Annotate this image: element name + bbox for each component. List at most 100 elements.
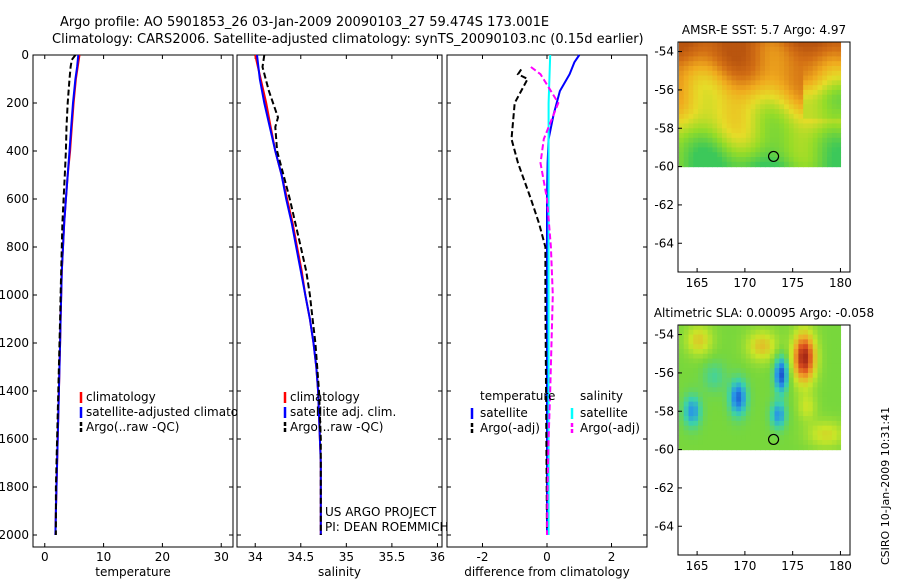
heatmap-cell <box>764 70 771 77</box>
heatmap-cell <box>698 61 704 67</box>
heatmap-cell <box>822 104 828 110</box>
heatmap-cell <box>741 425 747 432</box>
heatmap-cell <box>688 61 694 67</box>
heatmap-cell <box>702 372 709 379</box>
heatmap-cell <box>726 152 733 158</box>
heatmap-cell <box>779 99 785 105</box>
heatmap-cell <box>779 85 785 91</box>
heatmap-cell <box>817 420 823 427</box>
heatmap-cell <box>702 99 709 105</box>
heatmap-cell <box>683 109 690 115</box>
heatmap-cell <box>784 353 790 360</box>
heatmap-cell <box>807 440 814 446</box>
heatmap-cell <box>683 396 690 403</box>
heatmap-cell <box>731 118 737 125</box>
heatmap-cell <box>693 104 699 110</box>
heatmap-cell <box>827 392 833 398</box>
heatmap-cell <box>731 420 737 427</box>
heatmap-cell <box>741 387 747 393</box>
heatmap-cell <box>750 147 756 153</box>
heatmap-cell <box>750 133 756 139</box>
heatmap-cell <box>755 75 761 81</box>
heatmap-cell <box>755 42 761 48</box>
heatmap-cell <box>745 396 752 403</box>
heatmap-cell <box>760 377 766 384</box>
heatmap-cell <box>721 142 728 149</box>
figure-title-line1: Argo profile: AO 5901853_26 03-Jan-2009 … <box>60 15 549 30</box>
heatmap-cell <box>774 348 780 355</box>
heatmap-cell <box>741 89 747 96</box>
legend-label: climatology <box>86 390 156 404</box>
heatmap-cell <box>788 334 795 340</box>
heatmap-cell <box>750 325 756 331</box>
heatmap-cell <box>698 137 704 144</box>
heatmap-cell <box>693 161 699 168</box>
heatmap-cell <box>803 406 809 412</box>
lon-tick-label: 170 <box>733 276 756 290</box>
heatmap-cell <box>803 42 809 48</box>
heatmap-cell <box>788 128 795 134</box>
heatmap-cell <box>822 353 828 360</box>
heatmap-cell <box>707 339 713 345</box>
heatmap-cell <box>678 329 685 336</box>
heatmap-cell <box>698 344 704 350</box>
heatmap-cell <box>726 348 733 355</box>
heatmap-cell <box>736 42 742 48</box>
heatmap-cell <box>755 435 761 441</box>
heatmap-cell <box>827 334 833 340</box>
heatmap-cell <box>717 401 723 408</box>
heatmap-cell <box>755 440 761 446</box>
heatmap-cell <box>822 435 828 441</box>
heatmap-cell <box>678 358 685 364</box>
heatmap-cell <box>741 401 747 408</box>
heatmap-cells <box>678 42 842 168</box>
heatmap-cell <box>764 94 771 101</box>
heatmap-cell <box>774 152 780 158</box>
heatmap-cell <box>769 329 776 336</box>
heatmap-cell <box>755 147 761 153</box>
heatmap-cell <box>774 75 780 81</box>
heatmap-cell <box>807 51 814 57</box>
heatmap-cell <box>721 387 728 393</box>
heatmap-cell <box>803 425 809 432</box>
heatmap-cell <box>793 440 799 446</box>
heatmap-cell <box>731 152 737 158</box>
heatmap-cell <box>688 348 694 355</box>
heatmap-cell <box>798 406 804 412</box>
heatmap-cell <box>779 430 785 436</box>
heatmap-cell <box>745 430 752 436</box>
heatmap-cell <box>807 113 814 120</box>
heatmap-cell <box>688 368 694 374</box>
heatmap-cell <box>702 435 709 441</box>
heatmap-cell <box>688 396 694 403</box>
heatmap-cell <box>774 142 780 149</box>
heatmap-cell <box>812 46 819 53</box>
heatmap-cell <box>745 435 752 441</box>
heatmap-cell <box>736 56 742 62</box>
heatmap-cell <box>831 61 838 67</box>
heatmap-cell <box>827 152 833 158</box>
heatmap-cell <box>798 358 804 364</box>
heatmap-cell <box>688 425 694 432</box>
y-tick-label: 200 <box>6 96 29 110</box>
heatmap-cell <box>760 334 766 340</box>
heatmap-cell <box>779 42 785 48</box>
heatmap-cell <box>827 128 833 134</box>
heatmap-cell <box>779 444 785 451</box>
heatmap-cell <box>812 435 819 441</box>
heatmap-cell <box>793 70 799 77</box>
heatmap-cell <box>798 80 804 86</box>
heatmap-cell <box>717 61 723 67</box>
heatmap-cell <box>721 157 728 163</box>
heatmap-cell <box>693 80 699 86</box>
heatmap-cell <box>678 435 685 441</box>
heatmap-cell <box>678 425 685 432</box>
heatmap-cell <box>793 401 799 408</box>
heatmap-cell <box>741 46 747 53</box>
heatmap-cell <box>678 61 685 67</box>
heatmap-cell <box>827 51 833 57</box>
heatmap-cell <box>683 358 690 364</box>
heatmap-cell <box>803 377 809 384</box>
profile-panel-salinity: 34 34.5 35 35.5 36salinityclimatologysatelli… <box>236 54 448 579</box>
heatmap-cell <box>774 109 780 115</box>
